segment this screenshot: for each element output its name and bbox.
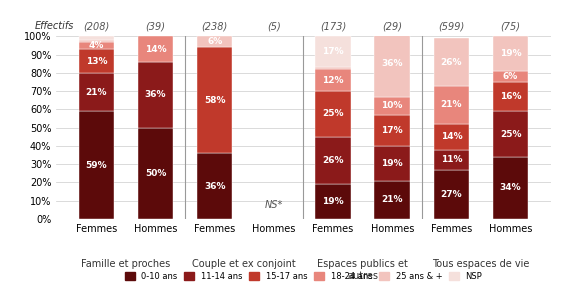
Bar (79, 111, 114, 219)
Text: Espaces publics et
autres: Espaces publics et autres (317, 259, 408, 281)
Text: 12%: 12% (323, 76, 344, 85)
Text: 50%: 50% (145, 169, 166, 178)
Text: NS*: NS* (265, 200, 283, 210)
Text: 25%: 25% (323, 109, 344, 119)
Bar (197, 36, 233, 47)
Bar (197, 47, 233, 153)
Text: (599): (599) (438, 21, 465, 31)
Bar (374, 181, 410, 219)
Text: (5): (5) (267, 21, 281, 31)
Bar (493, 157, 528, 219)
Text: 16%: 16% (500, 92, 522, 101)
Text: 13%: 13% (85, 57, 107, 66)
Bar (374, 115, 410, 146)
Bar (138, 62, 173, 128)
Text: 10%: 10% (382, 101, 403, 110)
Bar (434, 86, 469, 124)
Bar (434, 124, 469, 150)
Text: 26%: 26% (323, 156, 344, 165)
Text: Famille et proches: Famille et proches (81, 259, 171, 269)
Bar (315, 36, 351, 67)
Text: Tous espaces de vie: Tous espaces de vie (432, 259, 529, 269)
Bar (138, 36, 173, 62)
Bar (434, 38, 469, 86)
Text: 26%: 26% (441, 57, 462, 67)
Text: 36%: 36% (382, 59, 403, 68)
Text: 6%: 6% (207, 37, 223, 47)
Text: 27%: 27% (441, 190, 462, 199)
Text: 59%: 59% (85, 161, 107, 170)
Bar (493, 111, 528, 157)
Text: (29): (29) (382, 21, 402, 31)
Text: (173): (173) (320, 21, 346, 31)
Text: 21%: 21% (382, 195, 403, 204)
Bar (197, 153, 233, 219)
Text: (238): (238) (202, 21, 228, 31)
Bar (138, 128, 173, 219)
Text: (208): (208) (83, 21, 110, 31)
Bar (79, 36, 114, 40)
Text: 19%: 19% (500, 49, 522, 58)
Text: 14%: 14% (145, 45, 166, 54)
Bar (79, 42, 114, 49)
Text: 21%: 21% (441, 100, 462, 109)
Bar (434, 170, 469, 219)
Bar (493, 82, 528, 111)
Bar (434, 150, 469, 170)
Text: 19%: 19% (322, 197, 344, 206)
Legend: 0-10 ans, 11-14 ans, 15-17 ans, 18-24 ans, 25 ans & +, NSP: 0-10 ans, 11-14 ans, 15-17 ans, 18-24 an… (121, 268, 486, 284)
Text: (39): (39) (146, 21, 166, 31)
Bar (493, 71, 528, 82)
Bar (79, 40, 114, 42)
Text: 17%: 17% (382, 126, 403, 135)
Text: (75): (75) (501, 21, 520, 31)
Text: 36%: 36% (145, 90, 166, 99)
Bar (315, 69, 351, 91)
Bar (315, 67, 351, 69)
Bar (493, 36, 528, 71)
Bar (374, 146, 410, 181)
Bar (315, 137, 351, 184)
Text: 6%: 6% (503, 72, 518, 81)
Text: 14%: 14% (441, 132, 462, 141)
Text: Effectifs: Effectifs (34, 21, 74, 31)
Bar (374, 31, 410, 97)
Text: 11%: 11% (441, 155, 462, 164)
Bar (79, 73, 114, 111)
Text: 17%: 17% (322, 47, 344, 57)
Text: 36%: 36% (204, 181, 225, 191)
Text: 25%: 25% (500, 130, 522, 139)
Text: 34%: 34% (500, 183, 522, 192)
Bar (315, 91, 351, 137)
Text: 21%: 21% (85, 88, 107, 97)
Bar (79, 49, 114, 73)
Bar (315, 184, 351, 219)
Bar (374, 97, 410, 115)
Text: 19%: 19% (382, 159, 403, 168)
Text: Couple et ex conjoint: Couple et ex conjoint (192, 259, 296, 269)
Text: 4%: 4% (89, 41, 104, 50)
Text: 58%: 58% (204, 96, 225, 105)
